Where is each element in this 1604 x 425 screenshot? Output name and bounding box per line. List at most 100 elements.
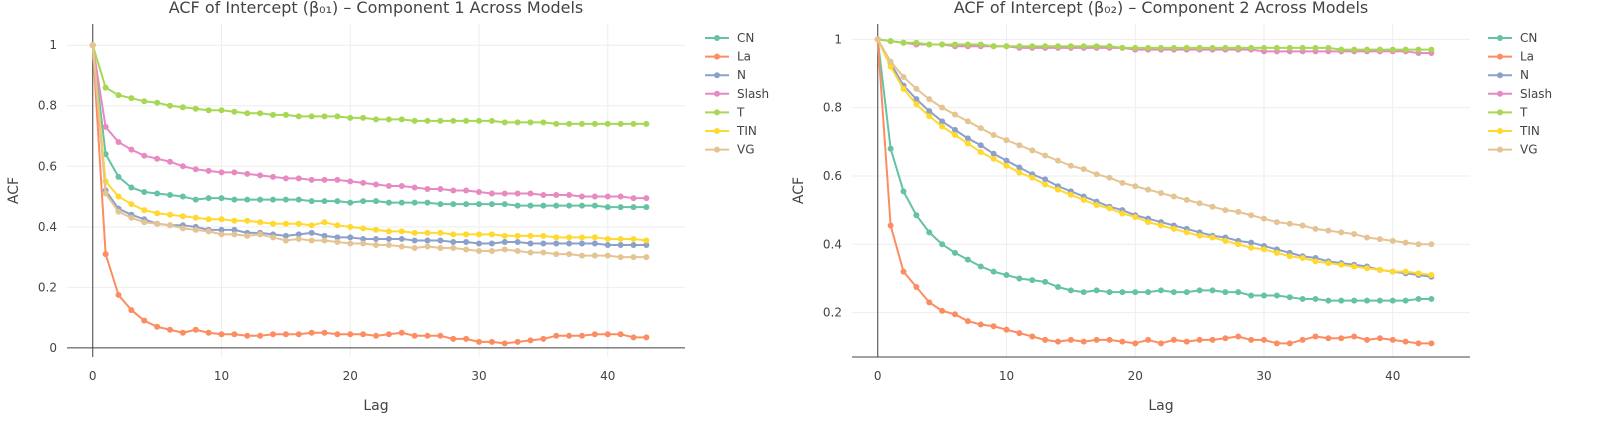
legend-item-cn[interactable]: CN [705, 31, 754, 45]
legend[interactable]: CN La N Slash T TIN VG [705, 31, 769, 157]
legend-item-t[interactable]: T [1488, 105, 1528, 119]
legend-label: T [1519, 105, 1528, 119]
data-point [115, 193, 122, 200]
data-point [1003, 137, 1010, 144]
data-point [398, 182, 405, 189]
data-point [179, 163, 186, 170]
data-point [463, 335, 470, 342]
data-point [1376, 297, 1383, 304]
data-point [617, 241, 624, 248]
data-point [926, 41, 933, 48]
data-point [926, 299, 933, 306]
data-point [308, 222, 315, 229]
legend[interactable]: CN La N Slash T TIN VG [1488, 31, 1552, 157]
data-point [1338, 335, 1345, 342]
legend-item-la[interactable]: La [1488, 50, 1534, 64]
data-point [1428, 272, 1435, 279]
data-point [579, 120, 585, 127]
data-point [540, 192, 547, 199]
data-point [1235, 44, 1242, 51]
data-point [1273, 340, 1280, 347]
legend-item-vg[interactable]: VG [1488, 143, 1538, 157]
legend-label: CN [737, 31, 754, 45]
data-point [154, 210, 161, 217]
legend-item-cn[interactable]: CN [1488, 31, 1537, 45]
data-point [463, 117, 470, 124]
legend-item-slash[interactable]: Slash [1488, 87, 1552, 101]
data-point [167, 211, 173, 218]
data-point [1286, 253, 1293, 260]
data-point [1158, 44, 1164, 51]
data-point [579, 332, 585, 339]
data-point [270, 111, 276, 118]
legend-swatch-marker [714, 128, 720, 134]
data-point [887, 58, 894, 65]
data-point [1415, 270, 1422, 277]
legend-item-slash[interactable]: Slash [705, 87, 769, 101]
legend-item-tin[interactable]: TIN [705, 124, 757, 138]
data-point [192, 214, 199, 221]
data-point [630, 120, 637, 127]
data-point [990, 323, 997, 330]
legend-label: La [1520, 50, 1534, 64]
data-point [424, 185, 431, 192]
data-point [1222, 289, 1229, 296]
data-point [630, 254, 637, 261]
data-point [192, 326, 199, 333]
data-point [437, 237, 444, 244]
data-point [1029, 333, 1036, 340]
data-point [964, 318, 971, 325]
data-point [411, 237, 418, 244]
data-point [1222, 335, 1229, 342]
legend-item-n[interactable]: N [705, 68, 746, 82]
data-point [514, 190, 521, 197]
data-point [977, 321, 984, 328]
data-point [398, 243, 405, 250]
legend-item-tin[interactable]: TIN [1488, 124, 1540, 138]
legend-item-vg[interactable]: VG [705, 143, 755, 157]
data-point [1016, 330, 1023, 337]
data-point [321, 176, 328, 183]
data-point [1286, 44, 1293, 51]
data-point [1042, 43, 1049, 50]
series-tin [89, 42, 650, 244]
data-point [282, 175, 289, 182]
data-point [1428, 340, 1435, 347]
data-point [1273, 44, 1280, 51]
data-point [1067, 191, 1074, 198]
series-line [876, 39, 1432, 302]
data-point [450, 187, 457, 194]
series-line [876, 38, 1432, 277]
data-point [1029, 277, 1036, 284]
data-point [887, 38, 894, 45]
x-tick-label: 0 [89, 369, 97, 383]
data-point [1029, 147, 1036, 154]
data-point [1183, 289, 1190, 296]
data-point [1325, 335, 1332, 342]
data-point [643, 254, 650, 261]
data-point [1364, 265, 1370, 272]
data-point [270, 173, 276, 180]
data-point [540, 119, 547, 126]
data-point [488, 231, 495, 238]
data-point [617, 331, 624, 338]
data-point [463, 201, 470, 208]
legend-item-n[interactable]: N [1488, 68, 1529, 82]
data-point [373, 181, 379, 188]
data-point [321, 198, 328, 205]
data-point [1338, 261, 1345, 268]
y-tick-label: 0.4 [823, 237, 842, 251]
data-point [1325, 227, 1332, 234]
legend-item-la[interactable]: La [705, 50, 751, 64]
series-vg [874, 36, 1435, 248]
legend-swatch-marker [714, 35, 720, 41]
series-line [91, 45, 647, 242]
data-point [1093, 287, 1100, 294]
legend-item-t[interactable]: T [705, 105, 745, 119]
data-point [952, 41, 958, 48]
data-point [1119, 44, 1126, 51]
data-point [1261, 215, 1267, 222]
data-point [604, 241, 611, 248]
data-point [1132, 183, 1139, 190]
data-point [527, 240, 534, 247]
